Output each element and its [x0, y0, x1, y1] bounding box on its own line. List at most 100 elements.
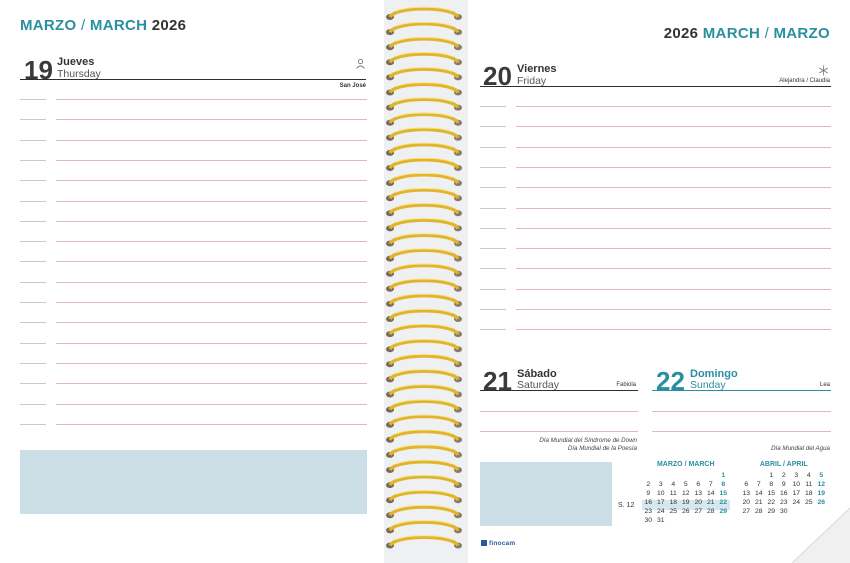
hour-tick: [20, 261, 46, 263]
day-name-es: Sábado: [517, 368, 557, 380]
spiral-highlight: [395, 535, 453, 540]
calendar-day: 19: [681, 499, 690, 506]
writing-line: [56, 180, 367, 182]
calendar-day: [753, 471, 766, 480]
calendar-day: 7: [708, 481, 713, 488]
calendar-day: 23: [644, 508, 653, 515]
calendar-week-row: 27 28 29 30: [740, 507, 828, 516]
spiral-highlight: [395, 172, 453, 178]
left-page: MARZO / MARCH 2026 19 Jueves Thursday Sa…: [0, 0, 380, 548]
spiral-highlight: [395, 36, 453, 42]
writing-line: [56, 261, 367, 263]
mini-calendar-march: MARZO / MARCH 1 2 3 4 5 6 7 8 9 10 11 12 13 14 15 16 17 1…: [642, 461, 730, 525]
hour-tick: [20, 220, 46, 222]
spiral-highlight: [395, 203, 453, 208]
mini-calendar-title: ABRIL / APRIL: [759, 461, 808, 468]
writing-line: [56, 302, 367, 303]
spiral-highlight: [395, 112, 453, 118]
spiral-highlight: [395, 127, 453, 133]
event-label: Día Mundial de la Poesía: [567, 445, 637, 452]
notes-box[interactable]: [480, 462, 612, 526]
calendar-day: 25: [669, 508, 678, 515]
calendar-day: 16: [779, 490, 788, 497]
calendar-day: 14: [706, 490, 715, 497]
hour-tick: [480, 227, 506, 229]
calendar-day: 27: [694, 508, 703, 515]
hour-tick: [20, 200, 46, 202]
calendar-day: 28: [706, 508, 715, 515]
calendar-week-row: 9 10 11 12 13 14 15: [642, 489, 730, 498]
hour-tick: [480, 268, 506, 270]
mini-calendar-april: ABRIL / APRIL 1 2 3 4 5 6 7 8 9 10 11 12 13 14 15 16 17 1…: [740, 461, 828, 516]
spiral-highlight: [395, 97, 453, 103]
hour-tick: [20, 403, 46, 405]
hour-tick: [20, 180, 46, 182]
calendar-day: 29: [767, 508, 776, 515]
writing-line: [56, 383, 367, 385]
calendar-day: 11: [669, 490, 677, 497]
day-number-19: 19: [24, 55, 53, 85]
calendar-day: 28: [754, 508, 763, 515]
calendar-day: [642, 471, 655, 480]
calendar-day: [705, 471, 718, 480]
writing-line: [56, 159, 367, 161]
calendar-day: 10: [656, 490, 665, 497]
current-week-highlight: [642, 500, 730, 510]
spiral-binding: [386, 6, 462, 549]
calendar-day: [705, 516, 718, 525]
writing-line: [516, 309, 831, 310]
calendar-day: [740, 471, 753, 480]
hour-tick: [20, 322, 46, 324]
spiral-highlight: [395, 248, 453, 254]
spiral-ring: [388, 97, 460, 109]
calendar-day: 4: [671, 481, 676, 488]
hour-tick: [480, 248, 506, 250]
writing-line: [56, 423, 367, 425]
page-curl: [792, 508, 850, 563]
day-number-20: 20: [483, 61, 512, 91]
writing-line: [516, 248, 831, 250]
calendar-day: 3: [658, 481, 663, 488]
snowflake-icon: [818, 65, 829, 76]
calendar-day: 21: [706, 499, 715, 506]
brand-logo: finocam: [481, 540, 515, 547]
writing-line: [56, 362, 367, 364]
calendar-day: 30: [779, 508, 788, 515]
writing-line: [516, 207, 831, 209]
spiral-highlight: [395, 293, 453, 299]
day-number-22: 22: [656, 366, 685, 396]
spiral-highlight: [395, 414, 453, 420]
calendar-day: 30: [644, 517, 653, 524]
writing-line: [516, 187, 831, 189]
spiral-highlight: [395, 142, 453, 148]
notes-box[interactable]: [20, 450, 367, 514]
spiral-highlight: [395, 187, 453, 193]
spiral-ring: [388, 37, 460, 49]
writing-line: [56, 322, 367, 324]
calendar-day: 1: [721, 472, 726, 479]
spiral-highlight: [395, 323, 453, 329]
calendar-week-row: 16 17 18 19 20 21 22: [642, 498, 730, 507]
spiral-ring: [388, 505, 460, 517]
day-name-es: Viernes: [517, 63, 557, 75]
writing-line: [56, 99, 367, 100]
spiral-ring: [388, 414, 460, 426]
day-rule: [652, 390, 831, 391]
spiral-highlight: [395, 21, 453, 27]
calendar-day: 31: [656, 517, 665, 524]
spiral-highlight: [395, 308, 453, 314]
hour-tick: [480, 166, 506, 168]
calendar-day: 21: [754, 499, 763, 506]
calendar-day: 15: [767, 490, 776, 497]
hour-tick: [20, 423, 46, 425]
saint-names: Alejandra / Claudia: [779, 78, 830, 84]
spiral-ring: [388, 399, 460, 411]
saint-name: Lea: [819, 382, 830, 388]
calendar-day: 19: [817, 490, 826, 497]
calendar-day: 15: [719, 490, 728, 497]
spiral-ring: [388, 490, 460, 502]
calendar-day: 27: [742, 508, 751, 515]
calendar-day: 13: [694, 490, 703, 497]
calendar-day: 11: [805, 481, 813, 488]
calendar-week-row: 6 7 8 9 10 11 12: [740, 480, 828, 489]
